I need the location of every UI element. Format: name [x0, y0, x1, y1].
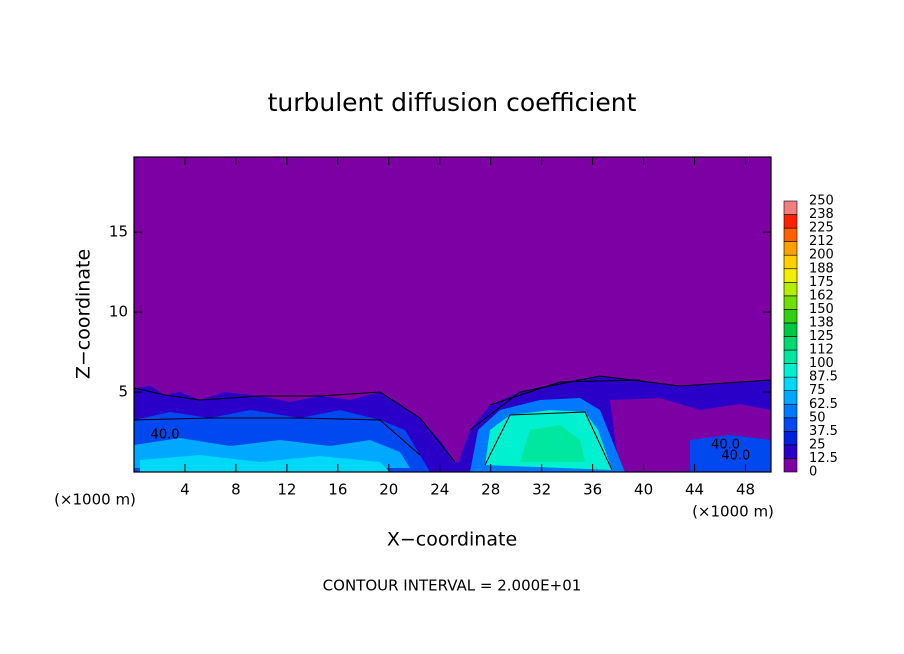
x-tick-label: 12	[277, 481, 296, 499]
x-tick-label: 32	[532, 481, 551, 499]
colorbar-box	[783, 254, 798, 270]
colorbar-box	[783, 376, 798, 391]
colorbar-box	[783, 390, 798, 405]
colorbar-box	[783, 227, 798, 242]
x-tick-label: 40	[634, 481, 653, 499]
y-tick-label: 5	[118, 383, 128, 401]
x-unit-label: (×1000 m)	[692, 503, 774, 521]
colorbar-label: 125	[809, 329, 834, 344]
colorbar-label: 238	[809, 207, 834, 222]
colorbar-box	[783, 349, 798, 364]
x-tick-label: 28	[481, 481, 500, 499]
colorbar-box	[783, 214, 798, 229]
chart-title: turbulent diffusion coefficient	[268, 88, 637, 117]
contour-label: 40.0	[721, 449, 750, 464]
contour-line	[133, 379, 641, 471]
colorbar-box	[783, 458, 798, 473]
contour-field	[133, 157, 772, 472]
colorbar-label: 75	[809, 383, 826, 398]
colorbar-label: 100	[809, 356, 834, 371]
colorbar-box	[783, 241, 798, 256]
field-region	[520, 425, 585, 462]
colorbar-label: 200	[809, 248, 834, 263]
colorbar-label: 162	[809, 288, 834, 303]
x-tick-label: 24	[430, 481, 449, 499]
colorbar-box	[783, 363, 798, 378]
x-axis-label: X−coordinate	[387, 529, 517, 551]
colorbar-box	[783, 309, 798, 324]
colorbar-box	[783, 444, 798, 459]
colorbar-box	[783, 336, 798, 351]
colorbar-label: 150	[809, 302, 834, 317]
contour-label: 40.0	[711, 437, 740, 452]
y-axis-label: Z−coordinate	[73, 249, 95, 379]
colorbar-label: 112	[809, 343, 834, 358]
colorbar-label: 12.5	[809, 451, 838, 466]
x-tick-label: 36	[583, 481, 602, 499]
field-region	[690, 435, 771, 472]
colorbar-label: 188	[809, 261, 834, 276]
x-tick-label: 16	[328, 481, 347, 499]
y-tick-label: 10	[109, 303, 128, 321]
colorbar-label: 138	[809, 315, 834, 330]
colorbar-label: 212	[809, 234, 834, 249]
contour-label: 40.0	[151, 428, 180, 443]
colorbar-label: 37.5	[809, 424, 838, 439]
x-tick-label: 20	[379, 481, 398, 499]
colorbar-label: 50	[809, 410, 826, 425]
colorbar-box	[783, 200, 798, 215]
colorbar-box	[783, 281, 798, 297]
x-unit-label: (×1000 m)	[54, 491, 136, 509]
plot-frame	[133, 156, 772, 473]
colorbar-label: 62.5	[809, 397, 838, 412]
colorbar-label: 250	[809, 194, 834, 209]
colorbar-box	[783, 417, 798, 432]
colorbar-box	[783, 322, 798, 337]
contour-interval-note: CONTOUR INTERVAL = 2.000E+01	[323, 577, 582, 595]
x-tick-label: 4	[180, 481, 190, 499]
x-tick-label: 8	[231, 481, 241, 499]
colorbar-box	[783, 403, 798, 419]
colorbar-box	[783, 295, 798, 310]
colorbar-label: 25	[809, 437, 826, 452]
colorbar-label: 87.5	[809, 370, 838, 385]
y-tick-label: 15	[109, 223, 128, 241]
colorbar-box	[783, 431, 798, 446]
field-region	[140, 455, 390, 472]
colorbar-label: 0	[809, 465, 817, 480]
x-tick-label: 44	[685, 481, 704, 499]
x-tick-label: 48	[736, 481, 755, 499]
contour-line	[133, 375, 772, 463]
colorbar-label: 175	[809, 275, 834, 290]
colorbar-label: 225	[809, 221, 834, 236]
colorbar-box	[783, 268, 798, 283]
